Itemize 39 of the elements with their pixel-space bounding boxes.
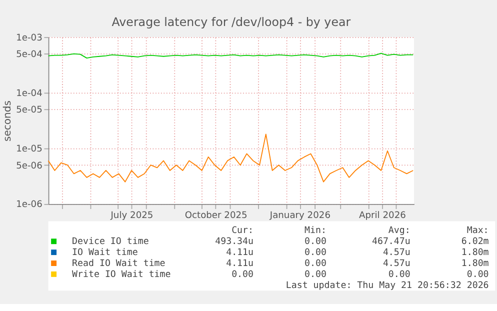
y-axis-title: seconds [2, 100, 14, 142]
text: 1.80m [461, 248, 490, 258]
chart-title: Average latency for /dev/loop4 - by year [112, 15, 351, 30]
text: 6.02m [461, 237, 490, 248]
text: 4.11u [226, 258, 254, 269]
text: 0.00 [304, 237, 326, 248]
legend-label: IO Wait time [72, 248, 138, 258]
text: Max: [466, 226, 489, 236]
text: 0.00 [304, 248, 326, 258]
text: Avg: [388, 226, 410, 236]
text: Last update: Thu May 21 20:56:32 2026 [286, 280, 489, 291]
text: 493.34u [215, 237, 254, 248]
text: 4.57u [382, 258, 410, 269]
y-tick-label: 1e-04 [16, 88, 43, 99]
y-tick-label: 5e-05 [16, 106, 42, 116]
x-tick-label: January 2026 [268, 211, 331, 222]
text: 0.00 [232, 270, 254, 280]
text: 4.11u [226, 248, 254, 258]
text: 4.57u [382, 248, 410, 258]
text: 467.47u [372, 237, 410, 248]
legend-label: Device IO time [72, 237, 149, 248]
x-tick-label: April 2026 [359, 211, 406, 222]
text: 0.00 [388, 270, 410, 280]
text: 0.00 [304, 258, 326, 269]
x-tick-label: October 2025 [184, 211, 248, 222]
text: Min: [304, 226, 326, 236]
legend-label: Read IO Wait time [72, 258, 166, 269]
y-tick-label: 1e-06 [16, 200, 43, 210]
line-series [48, 134, 414, 182]
text: 1.80m [461, 258, 490, 269]
x-tick-label: July 2025 [110, 211, 154, 222]
y-tick-label: 5e-04 [16, 50, 43, 60]
text: Cur: [232, 226, 254, 236]
text: 0.00 [304, 270, 326, 280]
y-tick-label: 5e-06 [16, 161, 43, 172]
y-tick-label: 1e-05 [16, 144, 42, 155]
y-tick-label: 1e-03 [16, 33, 43, 44]
text: 0.00 [466, 270, 489, 280]
legend-label: Write IO Wait time [72, 270, 171, 280]
